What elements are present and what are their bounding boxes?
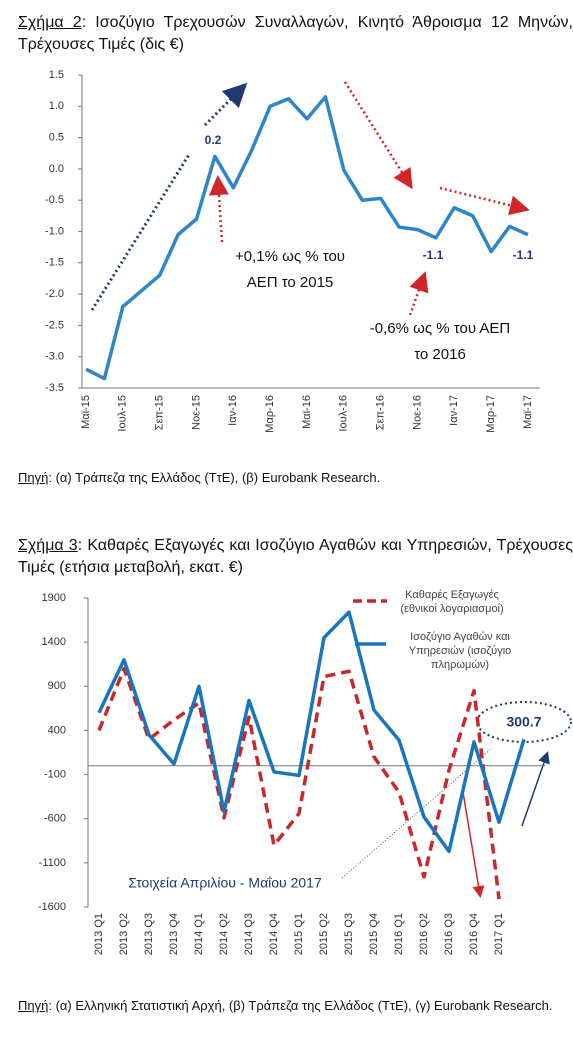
y-tick-label: 1.5 <box>49 69 64 81</box>
figure-label: Σχήμα 3 <box>18 537 78 554</box>
x-tick-label: 2013 Q4 <box>168 913 180 955</box>
y-tick-label: 0.5 <box>49 132 64 144</box>
figure-title: Σχήμα 3: Καθαρές Εξαγωγές και Ισοζύγιο Α… <box>18 535 573 579</box>
figure-title: Σχήμα 2: Ισοζύγιο Τρεχουσών Συναλλαγών, … <box>18 12 573 56</box>
y-tick-label: 0.0 <box>49 163 64 175</box>
x-tick-label: Ιαν-16 <box>227 395 239 426</box>
x-tick-label: Μαρ-16 <box>264 395 276 433</box>
decorations <box>90 81 572 898</box>
legend-entry: Ισοζύγιο Αγαθών και Υπηρεσιών (ισοζύγιο … <box>408 631 512 671</box>
x-tick-label: Σεπ-16 <box>375 395 387 430</box>
figure-label: Σχήμα 2 <box>18 14 82 31</box>
y-tick-label: 400 <box>48 724 66 736</box>
x-tick-label: Ιουλ-15 <box>117 395 129 432</box>
series-line <box>97 610 526 854</box>
source: Πηγή: (α) Τράπεζα της Ελλάδος (ΤτΕ), (β)… <box>18 467 573 488</box>
annotation: +0,1% ως % του ΑΕΠ το 2015 <box>235 248 345 291</box>
x-tick-label: 2013 Q2 <box>118 913 130 955</box>
y-tick-label: -2.0 <box>45 288 64 300</box>
annotation: Στοιχεία Απριλίου - Μαΐου 2017 <box>128 875 322 891</box>
x-tick-label: 2014 Q3 <box>243 913 255 955</box>
x-tick-label: Μαϊ-17 <box>522 395 534 429</box>
title: : Ισοζύγιο Τρεχουσών Συναλλαγών, Κινητό … <box>18 14 573 53</box>
y-tick-label: -100 <box>44 768 66 780</box>
y-tick-label: -1.0 <box>45 225 64 237</box>
y-tick-label: -3.0 <box>45 351 64 363</box>
y-tick-label: -600 <box>44 813 66 825</box>
y-tick-label: -3.5 <box>45 382 64 394</box>
source: Πηγή: (α) Ελληνική Στατιστική Αρχή, (β) … <box>18 995 573 1016</box>
y-tick-label: -1600 <box>38 901 66 913</box>
y-tick-label: 1900 <box>42 592 66 604</box>
x-tick-label: 2015 Q3 <box>343 913 355 955</box>
x-tick-label: 2016 Q3 <box>443 913 455 955</box>
source-text: : (α) Τράπεζα της Ελλάδος (ΤτΕ), (β) Eur… <box>48 470 381 485</box>
y-tick-label: -1100 <box>39 857 66 869</box>
y-tick-label: 1.0 <box>49 100 64 112</box>
x-tick-label: 2014 Q1 <box>193 913 205 955</box>
series-line <box>97 666 501 900</box>
title: : Καθαρές Εξαγωγές και Ισοζύγιο Αγαθών κ… <box>18 537 573 576</box>
x-tick-label: 2013 Q1 <box>93 913 105 955</box>
annotation: 0.2 <box>205 133 222 147</box>
annotation: -1.1 <box>513 248 534 262</box>
x-tick-label: 2014 Q4 <box>268 913 280 955</box>
x-tick-label: 2017 Q1 <box>493 913 505 955</box>
legend-entry: Καθαρές Εξαγωγές (εθνικοί λογαριασμοί) <box>400 589 504 615</box>
x-tick-label: 2013 Q3 <box>143 913 155 955</box>
y-tick-label: 900 <box>48 680 66 692</box>
y-tick-label: 1400 <box>42 636 66 648</box>
x-tick-label: Νοε-16 <box>411 395 423 430</box>
y-tick-label: -0.5 <box>45 194 64 206</box>
x-tick-label: Ιουλ-16 <box>338 395 350 432</box>
x-tick-label: 2015 Q2 <box>318 913 330 955</box>
x-tick-label: 2016 Q2 <box>418 913 430 955</box>
x-tick-label: 2014 Q2 <box>218 913 230 955</box>
annotation: -0,6% ως % του ΑΕΠ το 2016 <box>369 320 511 363</box>
x-tick-label: 2015 Q4 <box>368 913 380 955</box>
source-label: Πηγή <box>18 470 49 485</box>
x-tick-label: 2016 Q4 <box>468 913 480 955</box>
x-tick-label: Ιαν-17 <box>448 395 460 426</box>
x-tick-label: Μαρ-17 <box>485 395 497 433</box>
source-text: : (α) Ελληνική Στατιστική Αρχή, (β) Τράπ… <box>48 998 553 1013</box>
source-label: Πηγή <box>18 998 49 1013</box>
y-tick-label: -1.5 <box>45 257 64 269</box>
x-tick-label: Μαϊ-15 <box>80 395 92 429</box>
x-tick-label: Σεπ-15 <box>154 395 166 430</box>
x-tick-label: Μαϊ-16 <box>301 395 313 429</box>
x-tick-label: Νοε-15 <box>190 395 202 430</box>
x-tick-label: 2015 Q1 <box>293 913 305 955</box>
annotation: -1.1 <box>423 248 444 262</box>
x-tick-label: 2016 Q1 <box>393 913 405 955</box>
series-line <box>85 95 529 381</box>
y-tick-label: -2.5 <box>45 319 64 331</box>
annotation: 300.7 <box>506 714 541 730</box>
